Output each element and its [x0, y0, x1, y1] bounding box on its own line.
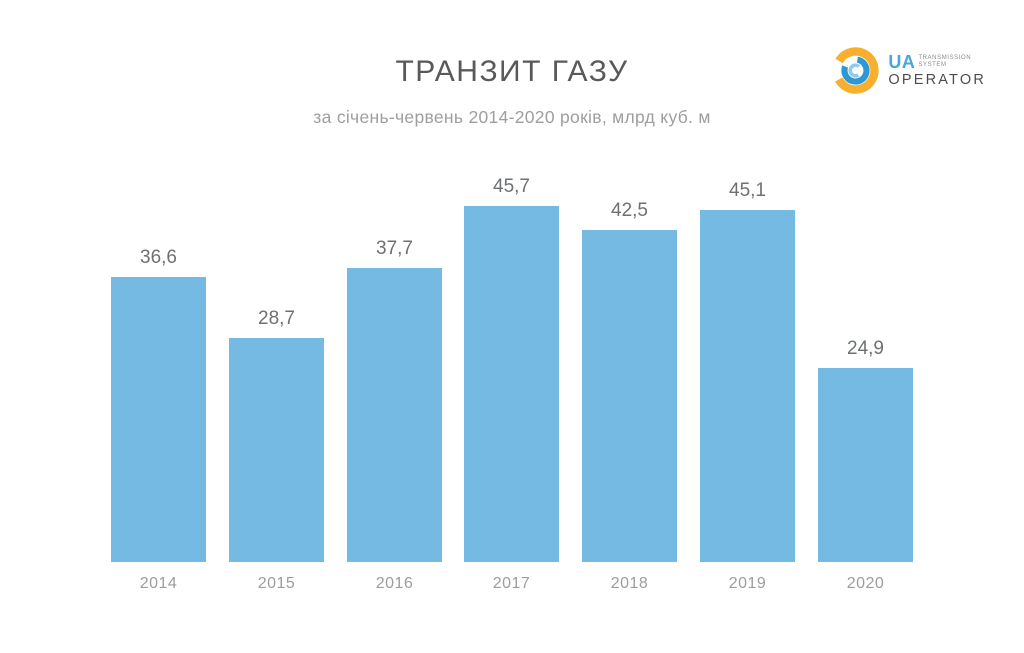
logo-swirl-icon — [832, 47, 880, 94]
x-axis-label: 2017 — [492, 575, 531, 592]
logo-wordmark: UA TRANSMISSION SYSTEM OPERATOR — [888, 53, 986, 88]
x-axis-label: 2014 — [139, 575, 178, 592]
logo-transmission-text: TRANSMISSION — [918, 55, 972, 62]
logo-system-text: SYSTEM — [918, 62, 947, 69]
company-logo: UA TRANSMISSION SYSTEM OPERATOR — [829, 44, 986, 97]
logo-ua-text: UA — [888, 52, 916, 73]
bar-2020 — [818, 368, 913, 562]
bar-value-label: 24,9 — [847, 338, 884, 359]
x-axis-label: 2016 — [375, 575, 414, 592]
bar-2016 — [347, 268, 442, 562]
x-axis-label: 2015 — [257, 575, 296, 592]
bar-2014 — [111, 277, 206, 562]
bar-value-label: 45,1 — [729, 180, 766, 201]
bar-value-label: 28,7 — [258, 308, 295, 329]
bar-value-label: 45,7 — [493, 176, 530, 197]
bar-value-label: 36,6 — [140, 247, 177, 268]
logo-operator-text: OPERATOR — [888, 72, 986, 89]
bar-value-label: 42,5 — [611, 200, 648, 221]
x-axis-label: 2019 — [728, 575, 767, 592]
bar-2015 — [229, 338, 324, 562]
bar-2018 — [582, 230, 677, 562]
page-subtitle: за січень-червень 2014-2020 років, млрд … — [313, 107, 711, 127]
bar-2019 — [700, 210, 795, 562]
bar-value-label: 37,7 — [376, 238, 413, 259]
x-axis-label: 2020 — [846, 575, 885, 592]
page-title: ТРАНЗИТ ГАЗУ — [395, 55, 629, 88]
bar-2017 — [464, 206, 559, 562]
x-axis-label: 2018 — [610, 575, 649, 592]
